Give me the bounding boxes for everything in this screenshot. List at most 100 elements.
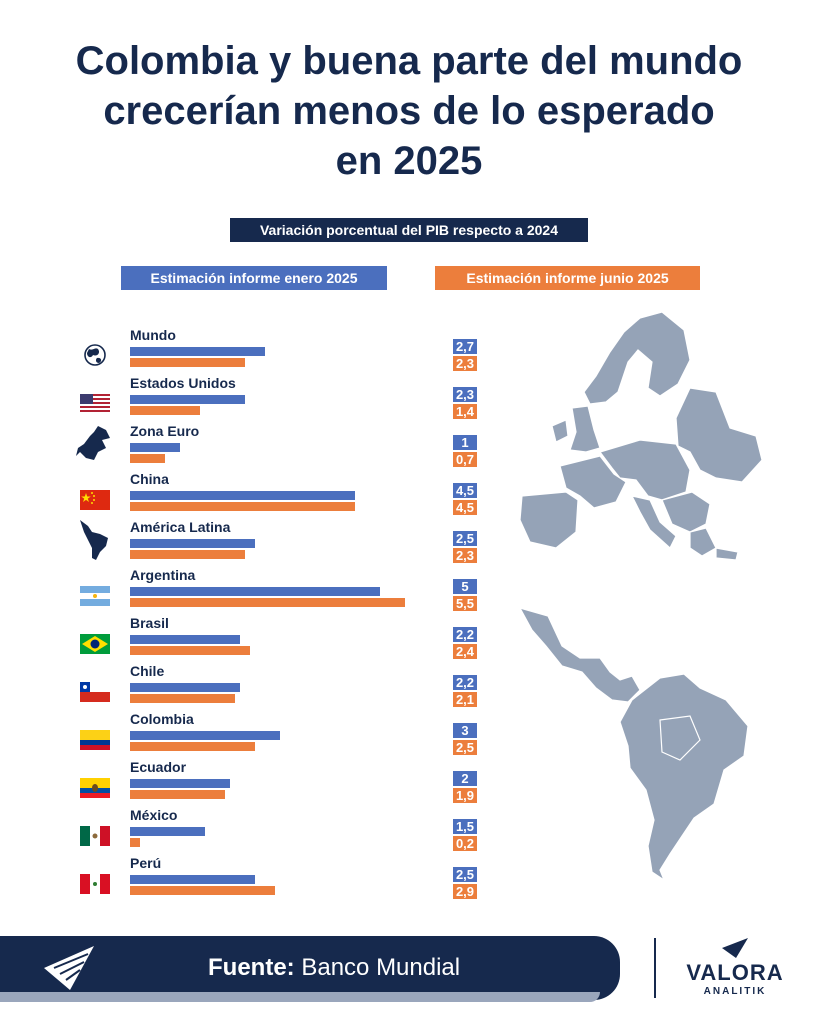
value-badge-junio	[453, 404, 477, 419]
value-badge-enero	[453, 819, 477, 834]
category-label: Mundo	[130, 327, 176, 343]
data-label-enero: 2,2	[456, 675, 474, 690]
flag-argentina-icon	[80, 586, 110, 606]
data-label-enero: 2,5	[456, 867, 474, 882]
title-line: crecerían menos de lo esperado	[103, 89, 715, 133]
bar-enero	[130, 395, 245, 404]
value-badge-junio	[453, 356, 477, 371]
data-label-enero: 4,5	[456, 483, 474, 498]
category-label: Chile	[130, 663, 164, 679]
latin-america-map	[518, 607, 749, 882]
flag-mexico-icon	[80, 826, 110, 846]
value-badge-enero	[453, 531, 477, 546]
flag-china-icon	[80, 490, 110, 510]
bar-enero	[130, 875, 255, 884]
bar-enero	[130, 347, 265, 356]
value-badge-enero	[453, 579, 477, 594]
value-badge-enero	[453, 723, 477, 738]
value-badge-junio	[453, 500, 477, 515]
footer-swoosh	[0, 992, 600, 1002]
value-badge-junio	[453, 692, 477, 707]
bar-junio	[130, 454, 165, 463]
category-label: Zona Euro	[130, 423, 199, 439]
chart-subtitle: Variación porcentual del PIB respecto a …	[230, 218, 588, 242]
source-note: Fuente: Banco Mundial	[208, 952, 460, 984]
category-label: Estados Unidos	[130, 375, 236, 391]
category-label: China	[130, 471, 169, 487]
bar-junio	[130, 550, 245, 559]
value-badge-junio	[453, 596, 477, 611]
data-label-enero: 2,5	[456, 531, 474, 546]
data-label-enero: 5	[461, 579, 468, 594]
data-label-junio: 1,4	[456, 404, 475, 419]
title-line: Colombia y buena parte del mundo	[75, 39, 743, 83]
data-label-junio: 4,5	[456, 500, 474, 515]
bar-enero	[130, 635, 240, 644]
data-label-enero: 3	[461, 723, 468, 738]
bar-enero	[130, 827, 205, 836]
value-badge-enero	[453, 771, 477, 786]
europe-map	[519, 311, 763, 561]
data-label-junio: 2,1	[456, 692, 474, 707]
bar-enero	[130, 443, 180, 452]
category-label: Ecuador	[130, 759, 187, 775]
value-badge-junio	[453, 836, 477, 851]
bar-junio	[130, 694, 235, 703]
data-label-enero: 2,7	[456, 339, 474, 354]
footer-divider	[654, 938, 656, 998]
flag-chile-icon	[80, 682, 110, 702]
bar-junio	[130, 358, 245, 367]
title-line: en 2025	[335, 139, 483, 183]
bar-enero	[130, 539, 255, 548]
category-label: Argentina	[130, 567, 196, 583]
value-badge-junio	[453, 788, 477, 803]
value-badge-junio	[453, 740, 477, 755]
value-badge-enero	[453, 435, 477, 450]
legend-junio: Estimación informe junio 2025	[435, 266, 700, 290]
category-label: Perú	[130, 855, 161, 871]
bar-junio	[130, 886, 275, 895]
bar-junio	[130, 790, 225, 799]
data-label-enero: 1,5	[456, 819, 474, 834]
data-label-junio: 2,4	[456, 644, 475, 659]
bar-junio	[130, 598, 405, 607]
gdp-bar-chart: Mundo 2,7 2,3 Estados Unidos 2,3 1,4 Zona Euro…	[76, 311, 763, 899]
eurozone-map-icon	[76, 426, 110, 460]
legend-enero: Estimación informe enero 2025	[121, 266, 387, 290]
value-badge-enero	[453, 867, 477, 882]
bar-rows: Mundo 2,7 2,3 Estados Unidos 2,3 1,4 Zona Euro…	[130, 327, 477, 899]
data-label-junio: 2,3	[456, 356, 474, 371]
brand-mark-icon	[722, 938, 748, 958]
brand-logo: VALORA ANALITIK	[660, 930, 810, 998]
source-label: Fuente:	[208, 954, 295, 981]
flag-colombia-icon	[80, 730, 110, 750]
globe-icon	[84, 344, 106, 366]
brand-subtitle: ANALITIK	[703, 986, 767, 997]
value-badge-enero	[453, 339, 477, 354]
value-badge-junio	[453, 884, 477, 899]
latin-america-map-icon	[80, 520, 108, 560]
data-label-junio: 5,5	[456, 596, 474, 611]
bar-junio	[130, 406, 200, 415]
bar-enero	[130, 683, 240, 692]
bar-enero	[130, 491, 355, 500]
flag-brazil-icon	[80, 634, 110, 654]
bar-enero	[130, 779, 230, 788]
value-badge-enero	[453, 675, 477, 690]
value-badge-enero	[453, 627, 477, 642]
valora-logo-icon	[44, 946, 94, 990]
data-label-enero: 2,2	[456, 627, 474, 642]
data-label-enero: 2,3	[456, 387, 474, 402]
data-label-enero: 1	[461, 435, 468, 450]
value-badge-junio	[453, 548, 477, 563]
flag-peru-icon	[80, 874, 110, 894]
flag-usa-icon	[80, 394, 110, 412]
flag-ecuador-icon	[80, 778, 110, 798]
brand-name: VALORA	[686, 960, 784, 985]
source-value: Banco Mundial	[301, 954, 461, 981]
data-label-enero: 2	[461, 771, 468, 786]
value-badge-junio	[453, 644, 477, 659]
bar-enero	[130, 731, 280, 740]
category-label: México	[130, 807, 177, 823]
footer-bar	[0, 936, 620, 1000]
